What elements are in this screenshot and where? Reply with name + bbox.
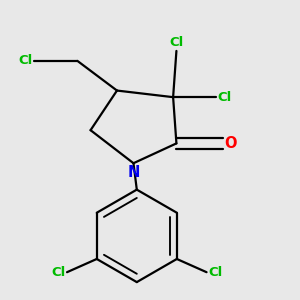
Text: N: N: [127, 165, 140, 180]
Text: Cl: Cl: [208, 266, 223, 279]
Text: Cl: Cl: [169, 36, 184, 49]
Text: Cl: Cl: [51, 266, 65, 279]
Text: Cl: Cl: [218, 91, 232, 104]
Text: Cl: Cl: [19, 54, 33, 67]
Text: O: O: [224, 136, 237, 151]
